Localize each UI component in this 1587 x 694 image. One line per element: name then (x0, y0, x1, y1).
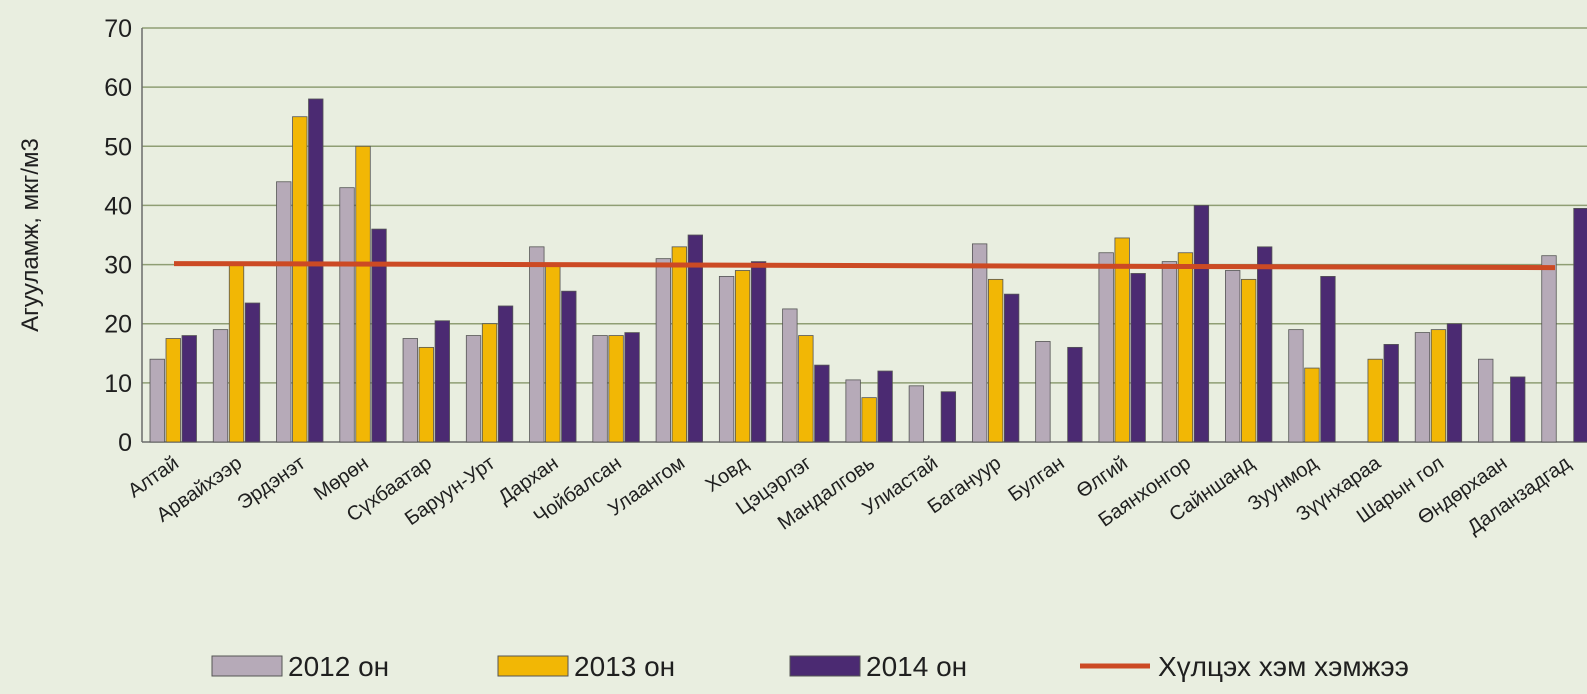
y-tick-label: 50 (104, 133, 132, 161)
bar-2014-он (371, 228, 387, 443)
y-tick-label: 0 (118, 429, 132, 457)
y-tick-label: 40 (104, 192, 132, 220)
bar-2013-он (608, 335, 624, 443)
bar-2014-он (1320, 275, 1336, 443)
bar-2014-он (940, 391, 957, 443)
bar-2013-он (292, 116, 308, 443)
bar-2014-он (561, 290, 577, 443)
y-tick-label: 70 (104, 15, 132, 43)
bar-2014-он (1193, 205, 1210, 443)
bar-2013-он (987, 278, 1004, 443)
bar-2013-он (418, 346, 434, 443)
bar-2012-он (339, 187, 355, 443)
bar-2014-он (1383, 344, 1399, 443)
bar-2013-он (1304, 367, 1320, 443)
legend-swatch (497, 655, 569, 677)
legend-label: 2012 он (288, 651, 389, 682)
legend-swatch (789, 655, 861, 677)
bar-2014-он (1573, 207, 1587, 443)
bar-2013-он (1177, 252, 1194, 443)
bar-2013-он (1430, 329, 1447, 443)
bar-2012-он (212, 329, 229, 443)
x-tick-label: Ховд (702, 452, 753, 497)
bar-2013-он (165, 338, 181, 443)
bar-2013-он (481, 323, 498, 443)
bar-2013-он (671, 246, 687, 443)
bar-2014-он (877, 370, 893, 443)
bar-2012-он (908, 385, 925, 443)
bar-2012-он (971, 243, 988, 443)
bar-2012-он (402, 338, 418, 443)
bar-2013-он (798, 335, 814, 443)
y-tick-label: 60 (104, 74, 132, 102)
reference-line (173, 261, 1556, 271)
bar-2013-он (1114, 237, 1130, 443)
x-tick-label: Эрдэнэт (234, 452, 310, 514)
bar-2014-он (181, 335, 197, 443)
bar-2013-он (355, 145, 371, 443)
bar-2012-он (1035, 341, 1051, 443)
bar-2014-он (1510, 376, 1526, 443)
bar-2012-он (1225, 270, 1241, 443)
bar-2013-он (734, 270, 751, 443)
bar-2012-он (1414, 332, 1431, 443)
legend-swatch (211, 655, 283, 677)
bar-2014-он (308, 98, 324, 443)
x-tick-label: Булган (1004, 452, 1068, 506)
bar-2014-он (750, 261, 767, 443)
y-tick-label: 20 (104, 311, 132, 339)
bar-2014-он (497, 305, 514, 443)
bar-2014-он (244, 302, 261, 443)
bar-2012-он (1478, 358, 1494, 443)
bar-2012-он (1161, 261, 1178, 443)
bar-2012-он (782, 308, 798, 443)
bar-2012-он (845, 379, 861, 443)
bar-2013-он (1367, 358, 1383, 443)
bar-2013-он (228, 264, 245, 443)
bar-2014-он (1446, 323, 1463, 443)
legend-label: 2014 он (866, 651, 967, 682)
bar-2012-он (276, 181, 292, 443)
bar-2012-он (529, 246, 545, 443)
bar-2012-он (1098, 252, 1114, 443)
y-tick-label: 10 (104, 370, 132, 398)
bar-2012-он (1541, 255, 1557, 443)
bar-2014-он (687, 234, 703, 443)
bar-2014-он (1257, 246, 1273, 443)
legend-label-reference: Хүлцэх хэм хэмжээ (1158, 651, 1409, 682)
bar-2012-он (1288, 329, 1304, 443)
bar-2014-он (624, 332, 640, 443)
bar-2012-он (592, 335, 608, 443)
bar-2012-он (655, 258, 671, 443)
bar-2013-он (1241, 278, 1257, 443)
bar-2014-он (814, 364, 830, 443)
y-tick-label: 30 (104, 252, 132, 280)
bar-2014-он (1130, 273, 1146, 443)
bar-2012-он (149, 358, 165, 443)
bar-2014-он (1067, 346, 1083, 443)
legend-label: 2013 он (574, 651, 675, 682)
bar-2012-он (718, 275, 735, 443)
bar-2013-он (545, 264, 561, 443)
bar-2014-он (434, 320, 450, 443)
bar-2014-он (1003, 293, 1020, 443)
bar-2013-он (861, 397, 877, 443)
y-axis-label: Агууламж, мкг/м3 (17, 138, 44, 332)
bar-2012-он (465, 335, 482, 443)
